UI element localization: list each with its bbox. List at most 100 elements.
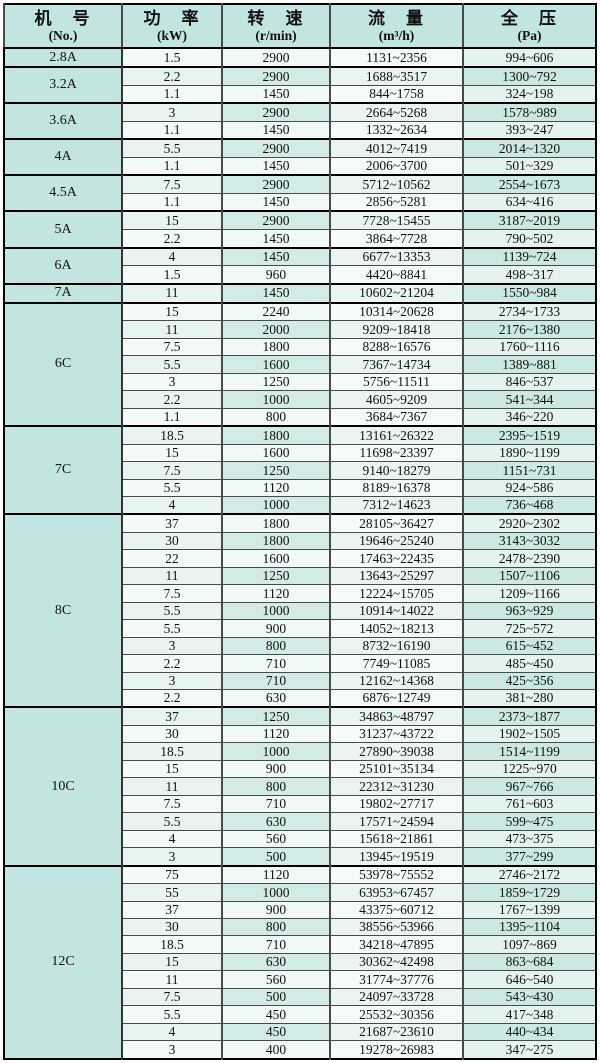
flow-cell: 24097~33728 xyxy=(329,987,464,1007)
model-cell: 5A xyxy=(3,210,123,249)
rpm-cell: 1000 xyxy=(221,883,331,902)
pressure-cell: 3187~2019 xyxy=(462,210,597,231)
pressure-cell: 1225~970 xyxy=(462,759,597,779)
power-cell: 1.1 xyxy=(121,156,223,176)
power-cell: 18.5 xyxy=(121,425,223,445)
power-cell: 18.5 xyxy=(121,742,223,761)
power-cell: 37 xyxy=(121,900,223,920)
model-cell: 8C xyxy=(3,513,123,708)
rpm-cell: 1000 xyxy=(221,495,331,515)
rpm-cell: 1250 xyxy=(221,706,331,727)
pressure-cell: 1139~724 xyxy=(462,246,597,267)
pressure-cell: 417~348 xyxy=(462,1005,597,1024)
power-cell: 11 xyxy=(121,777,223,796)
table-row: 3 710 12162~14368 425~356 xyxy=(4,671,597,690)
pressure-cell: 541~344 xyxy=(462,390,597,409)
table-row: 7.5 500 24097~33728 543~430 xyxy=(4,987,597,1007)
rpm-cell: 800 xyxy=(221,917,331,937)
flow-cell: 4420~8841 xyxy=(329,265,464,285)
flow-cell: 3864~7728 xyxy=(329,229,464,249)
flow-cell: 7367~14734 xyxy=(329,355,464,374)
pressure-cell: 2554~1673 xyxy=(462,174,597,194)
flow-cell: 21687~23610 xyxy=(329,1022,464,1042)
table-row: 7.5 1800 8288~16576 1760~1116 xyxy=(4,337,597,357)
pressure-cell: 963~929 xyxy=(462,601,597,621)
rpm-cell: 1600 xyxy=(221,443,331,463)
flow-cell: 38556~53966 xyxy=(329,917,464,937)
pressure-cell: 646~540 xyxy=(462,970,597,989)
rpm-cell: 500 xyxy=(221,987,331,1007)
power-cell: 5.5 xyxy=(121,478,223,497)
model-cell: 7A xyxy=(3,282,123,304)
flow-cell: 1131~2356 xyxy=(329,46,464,68)
rpm-cell: 2000 xyxy=(221,320,331,339)
pressure-cell: 1389~881 xyxy=(462,355,597,374)
rpm-cell: 400 xyxy=(221,1040,331,1060)
pressure-cell: 2920~2302 xyxy=(462,513,597,534)
rpm-cell: 1600 xyxy=(221,549,331,568)
flow-cell: 10602~21204 xyxy=(329,282,464,304)
pressure-cell: 1550~984 xyxy=(462,282,597,304)
rpm-cell: 1000 xyxy=(221,601,331,621)
pressure-cell: 440~434 xyxy=(462,1022,597,1042)
rpm-cell: 1000 xyxy=(221,390,331,409)
rpm-cell: 630 xyxy=(221,688,331,708)
table-row: 6C 15 2240 10314~20628 2734~1733 xyxy=(3,301,597,427)
rpm-cell: 2900 xyxy=(221,210,331,231)
table-row: 2.2 710 7749~11085 485~450 xyxy=(4,654,597,673)
table-row: 3 400 19278~26983 347~275 xyxy=(4,1040,597,1060)
pressure-cell: 2373~1877 xyxy=(462,706,597,727)
rpm-cell: 630 xyxy=(221,952,331,972)
table-row: 1.1 1450 844~1758 324~198 xyxy=(4,84,597,104)
flow-cell: 8732~16190 xyxy=(329,636,464,656)
table-row: 18.5 710 34218~47895 1097~869 xyxy=(4,935,597,954)
flow-cell: 43375~60712 xyxy=(329,900,464,920)
table-row: 1.1 1450 2856~5281 634~416 xyxy=(4,192,597,212)
power-cell: 3 xyxy=(121,671,223,690)
col-header-rpm: 转 速 (r/min) xyxy=(221,3,331,49)
spec-table-body: 2.8A 1.5 2900 1131~2356 994~606 3.2A 2.2 2900 16… xyxy=(3,46,597,1060)
model-cell: 3.2A xyxy=(3,66,123,104)
power-cell: 5.5 xyxy=(121,1005,223,1024)
table-row: 3.2A 2.2 2900 1688~3517 1300~792 xyxy=(3,66,597,104)
rpm-cell: 2900 xyxy=(221,138,331,158)
flow-cell: 1688~3517 xyxy=(329,66,464,86)
table-row: 4 450 21687~23610 440~434 xyxy=(4,1022,597,1042)
flow-cell: 2664~5268 xyxy=(329,102,464,122)
table-row: 11 800 22312~31230 967~766 xyxy=(4,777,597,796)
flow-cell: 4605~9209 xyxy=(329,390,464,409)
pressure-cell: 967~766 xyxy=(462,777,597,796)
flow-cell: 8189~16378 xyxy=(329,478,464,497)
table-row: 5A 15 2900 7728~15455 3187~2019 xyxy=(3,210,597,249)
rpm-cell: 2240 xyxy=(221,301,331,322)
power-cell: 1.1 xyxy=(121,84,223,104)
table-row: 11 1250 13643~25297 1507~1106 xyxy=(4,566,597,586)
rpm-cell: 450 xyxy=(221,1005,331,1024)
rpm-cell: 1120 xyxy=(221,864,331,885)
table-row: 5.5 1600 7367~14734 1389~881 xyxy=(4,355,597,374)
table-row: 4.5A 7.5 2900 5712~10562 2554~1673 xyxy=(3,174,597,212)
table-row: 6A 4 1450 6677~13353 1139~724 xyxy=(3,246,597,285)
pressure-cell: 393~247 xyxy=(462,120,597,140)
power-cell: 5.5 xyxy=(121,138,223,158)
rpm-cell: 800 xyxy=(221,636,331,656)
rpm-cell: 2900 xyxy=(221,102,331,122)
power-cell: 4 xyxy=(121,829,223,849)
pressure-cell: 543~430 xyxy=(462,987,597,1007)
rpm-cell: 1250 xyxy=(221,461,331,480)
flow-cell: 3684~7367 xyxy=(329,407,464,427)
flow-cell: 14052~18213 xyxy=(329,619,464,638)
pressure-cell: 1514~1199 xyxy=(462,742,597,761)
rpm-cell: 710 xyxy=(221,654,331,673)
col-header-model: 机 号 (No.) xyxy=(3,3,123,49)
rpm-cell: 2900 xyxy=(221,46,331,68)
power-cell: 5.5 xyxy=(121,601,223,621)
power-cell: 4 xyxy=(121,246,223,267)
flow-cell: 17571~24594 xyxy=(329,812,464,831)
col-header-pressure-title: 全 压 xyxy=(501,8,558,28)
model-cell: 7C xyxy=(3,425,123,515)
flow-cell: 19646~25240 xyxy=(329,531,464,551)
pressure-cell: 1902~1505 xyxy=(462,724,597,744)
pressure-cell: 2734~1733 xyxy=(462,301,597,322)
rpm-cell: 710 xyxy=(221,935,331,954)
